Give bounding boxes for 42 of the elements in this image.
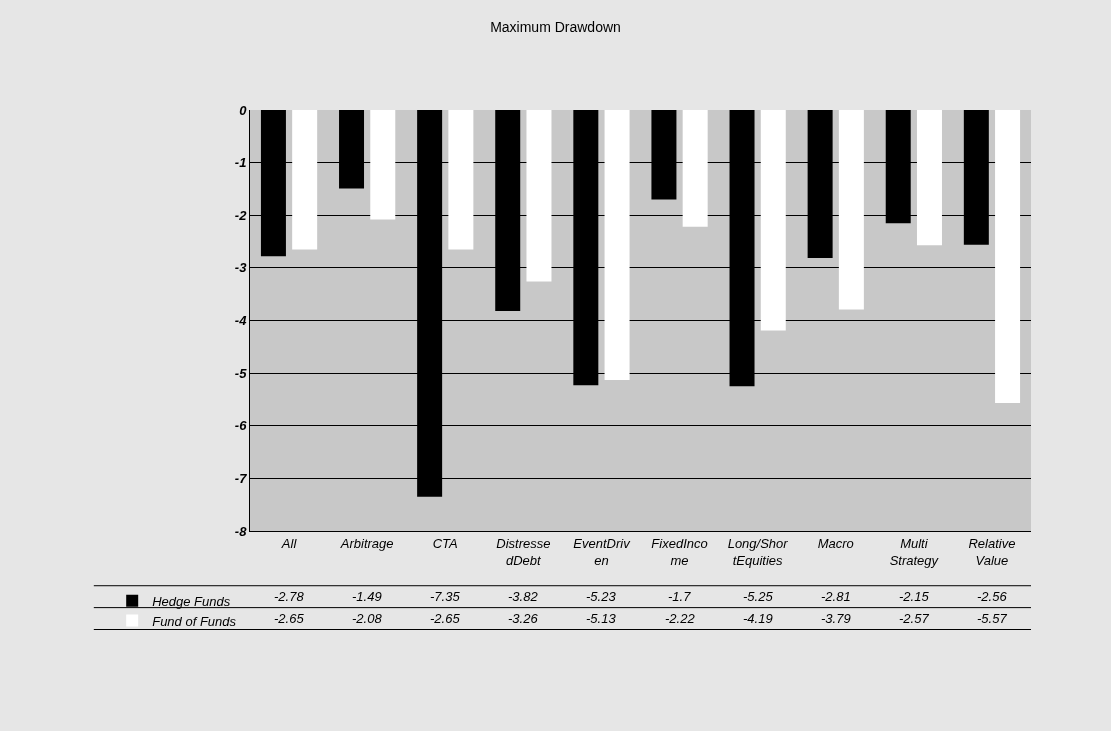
y-tick-label: 0 [239,102,248,118]
data-label: -2.57 [899,611,930,626]
y-tick-label: -2 [234,207,248,223]
chart-title: Maximum Drawdown [490,18,621,35]
x-tick-label: FixedIncome [651,535,708,568]
legend-label: Fund of Funds [152,613,237,629]
data-label: -7.35 [430,589,461,604]
data-label: -2.65 [274,611,305,626]
data-label: -3.26 [508,611,539,626]
data-label: -1.49 [352,589,382,604]
data-label: -3.79 [821,611,851,626]
data-label: -2.15 [899,589,930,604]
x-tick-label: Multi Strategy [889,535,940,568]
y-tick-label: -8 [234,523,248,539]
x-tick-label: Long/ShortEquities [727,535,789,568]
data-label: -5.57 [977,611,1008,626]
y-tick-label: -7 [234,470,248,486]
data-label: -2.08 [352,611,383,626]
data-label: -3.82 [508,589,539,604]
x-tick-label: All [280,535,298,551]
data-label: -2.22 [665,611,696,626]
data-label: -2.78 [274,589,305,604]
y-tick-label: -6 [234,418,248,434]
data-label: -1.7 [668,589,692,604]
y-tick-label: -4 [234,313,248,329]
x-tick-label: Arbitrage [339,535,394,551]
data-label: -5.23 [586,589,617,604]
data-label: -2.56 [977,589,1008,604]
data-label: -5.13 [586,611,617,626]
data-label: -4.19 [743,611,773,626]
x-tick-label: CTA [432,535,458,551]
legend-label: Hedge Funds [152,593,231,609]
y-tick-label: -1 [234,155,247,171]
x-tick-label: Macro [817,535,854,551]
x-tick-label: EventDriven [573,535,632,568]
y-tick-label: -3 [234,260,248,276]
x-tick-label: Relative Value [968,535,1016,568]
x-tick-label: DistressedDebt [496,535,551,568]
y-tick-label: -5 [234,365,248,381]
data-label: -2.81 [821,589,851,604]
data-label: -5.25 [743,589,774,604]
data-label: -2.65 [430,611,461,626]
